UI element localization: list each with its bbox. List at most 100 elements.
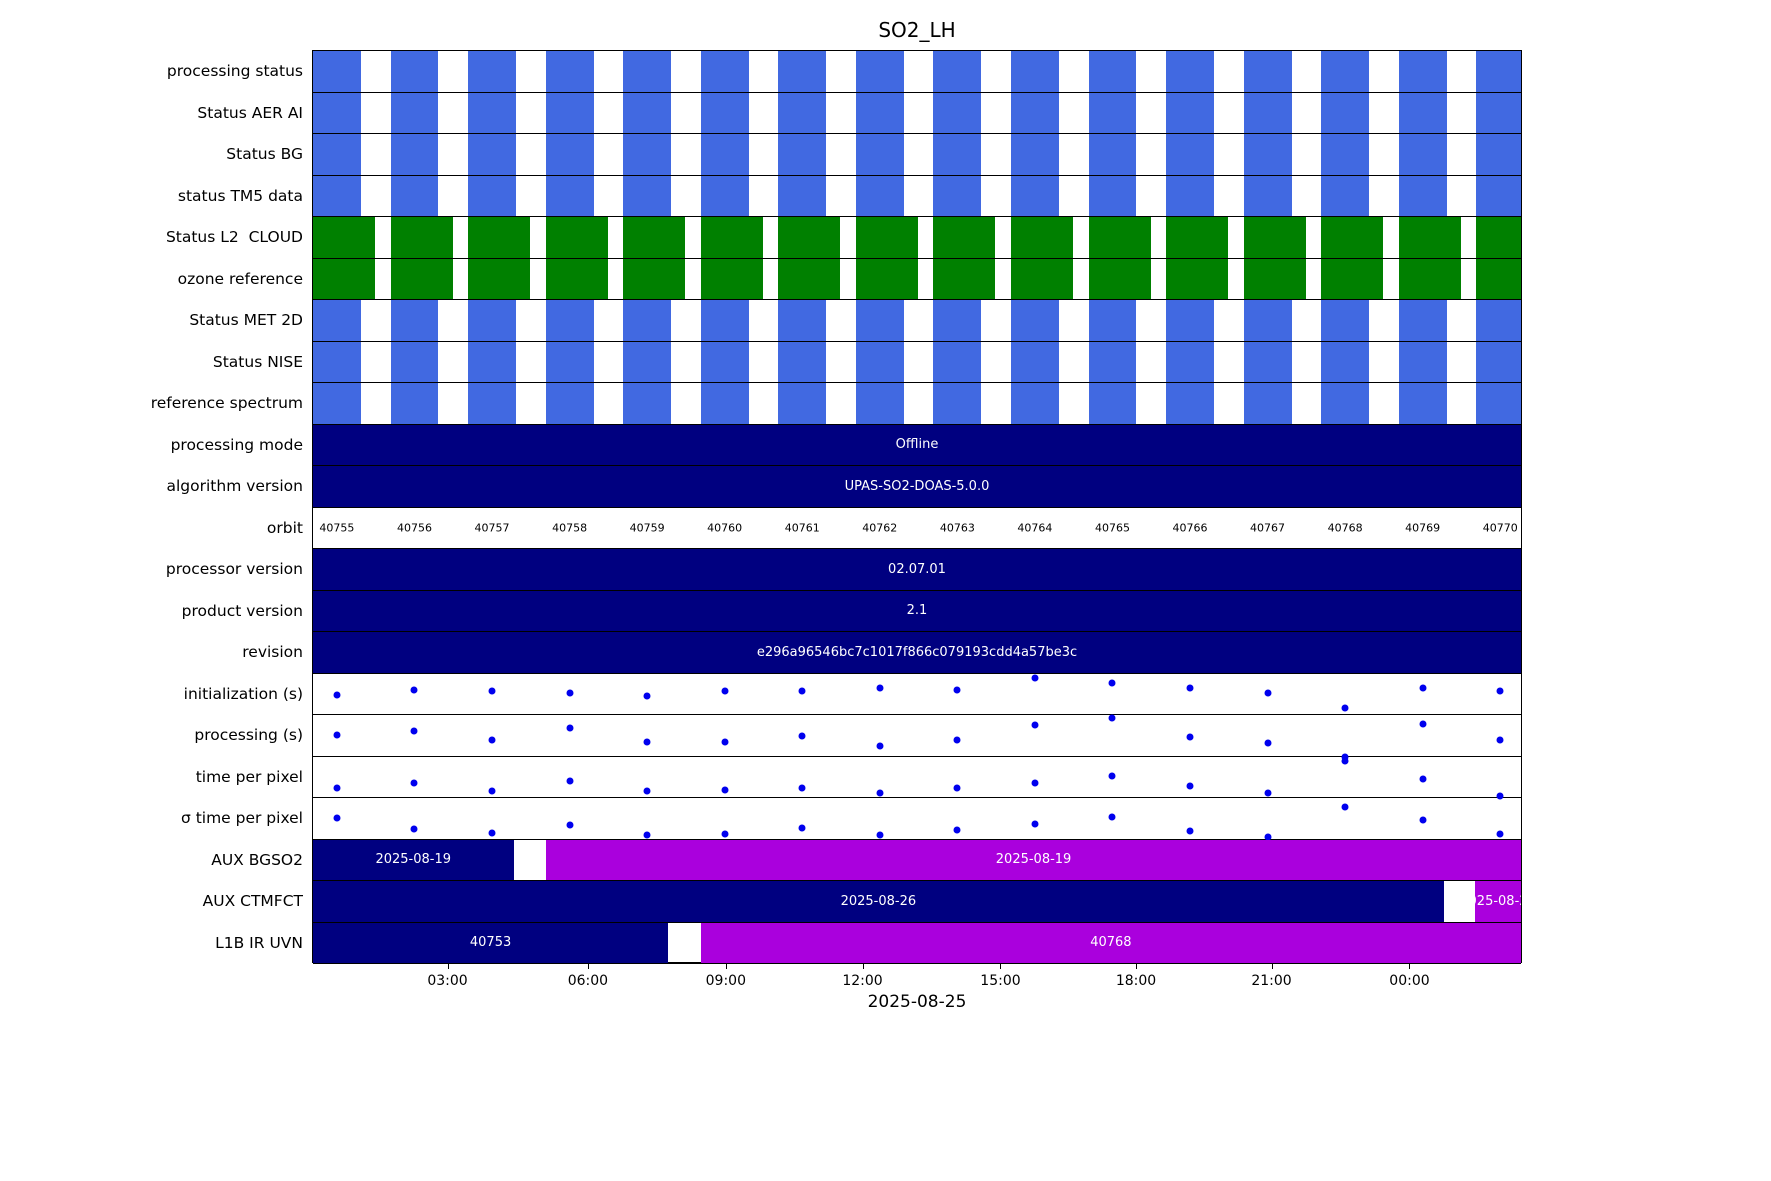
status-bar bbox=[1398, 175, 1447, 216]
status-bar bbox=[778, 175, 827, 216]
x-tick-label: 09:00 bbox=[705, 973, 746, 989]
status-bar bbox=[1321, 134, 1370, 175]
x-tick-label: 21:00 bbox=[1251, 973, 1292, 989]
status-bar bbox=[1166, 383, 1214, 424]
status-bar bbox=[313, 258, 376, 299]
data-point bbox=[1341, 753, 1349, 761]
status-bar bbox=[390, 134, 439, 175]
status-bar bbox=[1398, 300, 1447, 341]
status-bar bbox=[700, 92, 749, 133]
row-content: 2025-08-19 2025-08-19 bbox=[313, 839, 1521, 880]
data-point bbox=[333, 784, 341, 792]
status-bar bbox=[1166, 175, 1214, 216]
status-bar bbox=[313, 92, 361, 133]
status-bar bbox=[933, 341, 982, 382]
data-point bbox=[1419, 720, 1427, 728]
row-aux-bgso2: AUX BGSO2 2025-08-19 2025-08-19 bbox=[211, 839, 1521, 881]
row-processing-status: processing status bbox=[167, 51, 1521, 93]
status-bar bbox=[1321, 51, 1370, 92]
row-label-processing-s: processing (s) bbox=[194, 726, 303, 745]
row-orbit: orbit 40755 40756 40757 40758 40759 40760 40761… bbox=[267, 508, 1521, 549]
status-bar bbox=[1010, 92, 1059, 133]
data-point bbox=[798, 687, 806, 695]
status-bar bbox=[1398, 383, 1447, 424]
x-tick bbox=[1409, 963, 1411, 969]
data-point bbox=[566, 689, 574, 697]
row-content bbox=[313, 134, 1521, 175]
row-label-processing-mode: processing mode bbox=[170, 435, 303, 454]
status-bar bbox=[313, 341, 361, 382]
status-bar bbox=[933, 175, 982, 216]
x-tick bbox=[587, 963, 589, 969]
data-point bbox=[1108, 714, 1116, 722]
value-text: 02.07.01 bbox=[888, 561, 946, 577]
status-bar bbox=[390, 51, 439, 92]
row-processing-mode: processing mode Offline bbox=[171, 424, 1521, 466]
row-content bbox=[313, 757, 1521, 799]
status-bar bbox=[545, 383, 594, 424]
status-bar bbox=[1476, 92, 1521, 133]
status-bar bbox=[1321, 217, 1384, 258]
row-ozone-reference: ozone reference bbox=[178, 258, 1521, 300]
row-label-status-l2-cloud: Status L2 CLOUD bbox=[165, 228, 303, 247]
status-bar bbox=[1476, 258, 1521, 299]
status-bar bbox=[1321, 300, 1370, 341]
data-point bbox=[1031, 820, 1039, 828]
orbit-number: 40758 bbox=[552, 521, 588, 535]
status-bar bbox=[623, 341, 672, 382]
status-bar bbox=[933, 134, 982, 175]
x-tick-label: 18:00 bbox=[1115, 973, 1157, 989]
data-point bbox=[1496, 736, 1504, 744]
row-reference-spectrum: reference spectrum bbox=[151, 383, 1521, 425]
data-point bbox=[410, 686, 418, 694]
status-bar bbox=[313, 300, 361, 341]
orbit-number: 40769 bbox=[1405, 521, 1441, 535]
status-bar bbox=[1166, 341, 1214, 382]
data-point bbox=[798, 784, 806, 792]
data-point bbox=[333, 691, 341, 699]
data-point bbox=[410, 727, 418, 735]
row-content bbox=[313, 175, 1521, 216]
data-point bbox=[1419, 816, 1427, 824]
x-tick-label: 06:00 bbox=[567, 973, 609, 989]
status-bar bbox=[1398, 341, 1447, 382]
status-bar bbox=[1243, 258, 1306, 299]
data-point bbox=[410, 779, 418, 787]
status-bar bbox=[623, 134, 672, 175]
segment-bar: 40768 bbox=[700, 922, 1521, 963]
status-bar bbox=[855, 134, 904, 175]
data-point bbox=[488, 787, 496, 795]
x-tick-label: 12:00 bbox=[842, 973, 883, 989]
status-bar bbox=[1166, 300, 1214, 341]
status-bar bbox=[933, 300, 982, 341]
status-bar bbox=[1166, 51, 1214, 92]
row-content: Offline bbox=[313, 424, 1521, 465]
segment-text: 2025-08-26 bbox=[840, 893, 917, 909]
x-axis: 03:00 06:00 09:00 12:00 15:00 18:00 21:00 00:00 bbox=[312, 963, 1522, 1003]
data-point bbox=[1264, 833, 1272, 841]
status-bar bbox=[545, 300, 594, 341]
status-bar bbox=[778, 51, 827, 92]
data-point bbox=[333, 814, 341, 822]
status-bar bbox=[468, 175, 517, 216]
status-bar bbox=[623, 92, 672, 133]
row-time-per-pixel: time per pixel bbox=[196, 757, 1521, 799]
status-bar bbox=[1321, 92, 1370, 133]
status-bar bbox=[623, 300, 672, 341]
status-bar bbox=[778, 217, 841, 258]
status-bar bbox=[700, 175, 749, 216]
data-point bbox=[798, 732, 806, 740]
status-bar bbox=[545, 341, 594, 382]
segment-text: 40768 bbox=[1090, 935, 1132, 951]
orbit-number: 40766 bbox=[1172, 521, 1208, 535]
data-point bbox=[876, 789, 884, 797]
row-label-aux-bgso2: AUX BGSO2 bbox=[211, 850, 303, 869]
row-content bbox=[313, 341, 1521, 382]
data-point bbox=[876, 684, 884, 692]
value-bar: 02.07.01 bbox=[313, 549, 1521, 590]
data-point bbox=[1108, 772, 1116, 780]
status-bar bbox=[1321, 383, 1370, 424]
data-point bbox=[1186, 684, 1194, 692]
status-bar bbox=[623, 175, 672, 216]
